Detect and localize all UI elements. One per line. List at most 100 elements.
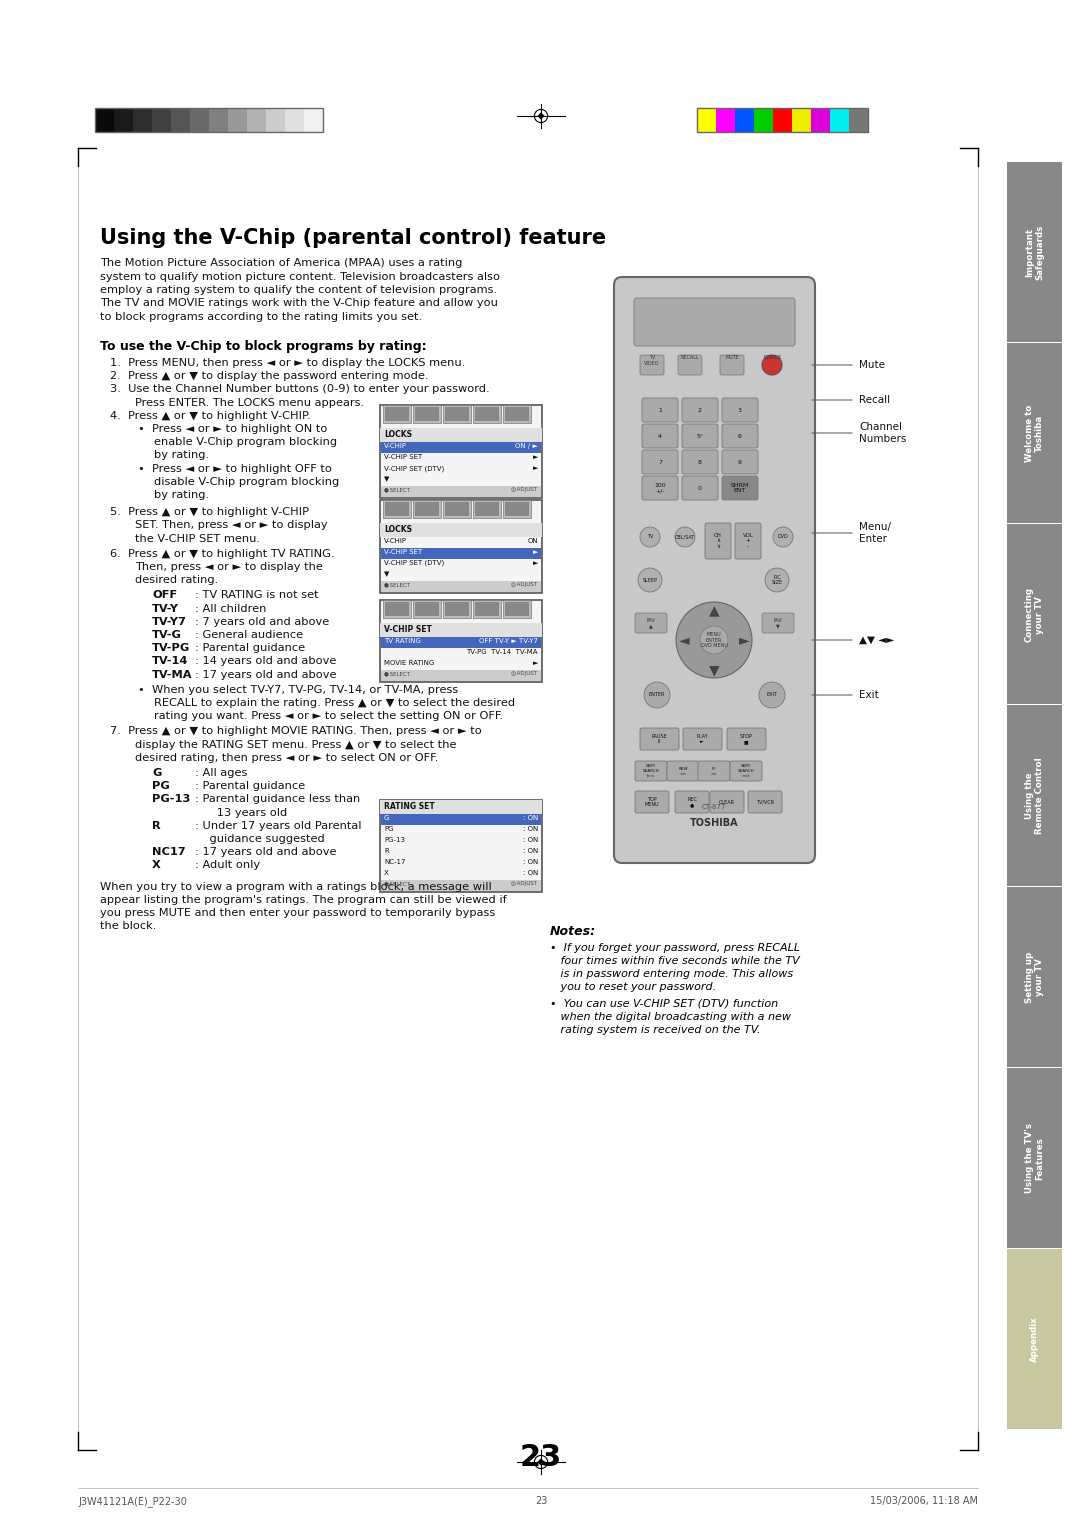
- Circle shape: [644, 681, 670, 707]
- FancyBboxPatch shape: [727, 729, 766, 750]
- Text: ▼: ▼: [384, 476, 390, 482]
- Text: : ON: : ON: [523, 848, 538, 854]
- Text: G: G: [384, 814, 390, 821]
- Circle shape: [765, 568, 789, 592]
- Text: : Under 17 years old Parental: : Under 17 years old Parental: [195, 821, 362, 831]
- Bar: [380, 600, 542, 681]
- Bar: [697, 109, 716, 132]
- Text: TV
VIDEO: TV VIDEO: [645, 355, 660, 366]
- Text: ◎:ADJUST: ◎:ADJUST: [511, 487, 538, 491]
- Text: guidance suggested: guidance suggested: [195, 834, 325, 844]
- Bar: [473, 501, 501, 517]
- Text: 5°: 5°: [697, 433, 703, 438]
- Text: ▲: ▲: [708, 603, 719, 617]
- Text: SET. Then, press ◄ or ► to display: SET. Then, press ◄ or ► to display: [135, 521, 327, 530]
- Bar: [1007, 343, 1062, 524]
- Text: Important
Safeguards: Important Safeguards: [1025, 225, 1044, 280]
- Text: Mute: Mute: [859, 360, 885, 371]
- Text: FAV
▲: FAV ▲: [647, 617, 656, 628]
- Text: Using the
Remote Control: Using the Remote Control: [1025, 758, 1044, 834]
- Text: •  Press ◄ or ► to highlight OFF to: • Press ◄ or ► to highlight OFF to: [138, 464, 332, 473]
- Text: V-CHIP: V-CHIP: [384, 537, 407, 544]
- Text: : Parental guidance: : Parental guidance: [195, 781, 306, 792]
- FancyBboxPatch shape: [762, 612, 794, 632]
- Text: TV-PG  TV-14  TV-MA: TV-PG TV-14 TV-MA: [467, 649, 538, 655]
- FancyBboxPatch shape: [720, 355, 744, 375]
- Bar: [773, 109, 792, 132]
- FancyBboxPatch shape: [642, 398, 678, 423]
- FancyBboxPatch shape: [635, 761, 667, 781]
- Bar: [1007, 1067, 1062, 1249]
- Text: The Motion Picture Association of America (MPAA) uses a rating: The Motion Picture Association of Americ…: [100, 259, 462, 268]
- Text: 3.  Use the Channel Number buttons (0-9) to enter your password.: 3. Use the Channel Number buttons (0-9) …: [110, 384, 489, 395]
- Circle shape: [676, 602, 752, 678]
- Text: SLEEP: SLEEP: [643, 577, 658, 582]
- Bar: [381, 671, 541, 681]
- Text: TV-MA: TV-MA: [152, 669, 192, 680]
- Text: ENTER: ENTER: [649, 692, 665, 698]
- Bar: [381, 637, 541, 648]
- Text: the block.: the block.: [100, 922, 157, 931]
- Bar: [503, 406, 531, 423]
- Text: Channel
Numbers: Channel Numbers: [859, 423, 906, 444]
- Circle shape: [700, 626, 728, 654]
- Text: : ON: : ON: [523, 870, 538, 876]
- Bar: [1007, 886, 1062, 1067]
- Text: •  You can use V-CHIP SET (DTV) function: • You can use V-CHIP SET (DTV) function: [550, 1000, 778, 1009]
- Bar: [383, 406, 411, 423]
- Text: Welcome to
Toshiba: Welcome to Toshiba: [1025, 406, 1044, 462]
- Text: ◄: ◄: [678, 632, 689, 648]
- Text: 0: 0: [698, 485, 702, 490]
- Text: : ON: : ON: [523, 837, 538, 844]
- Text: SHRM
ENT: SHRM ENT: [731, 482, 750, 493]
- Text: when the digital broadcasting with a new: when the digital broadcasting with a new: [550, 1012, 791, 1023]
- Text: PAUSE
II: PAUSE II: [651, 733, 666, 744]
- Bar: [413, 600, 441, 619]
- FancyBboxPatch shape: [635, 792, 669, 813]
- Text: PG-13: PG-13: [384, 837, 405, 844]
- Text: ►: ►: [532, 455, 538, 459]
- Bar: [381, 814, 541, 825]
- Bar: [380, 524, 542, 537]
- Text: TV-G: TV-G: [152, 629, 181, 640]
- Text: Using the TV's
Features: Using the TV's Features: [1025, 1124, 1044, 1193]
- FancyBboxPatch shape: [667, 761, 699, 781]
- Bar: [384, 602, 409, 615]
- Text: Exit: Exit: [859, 690, 879, 700]
- FancyBboxPatch shape: [635, 612, 667, 632]
- Bar: [505, 502, 529, 516]
- Text: V-CHIP SET: V-CHIP SET: [384, 550, 422, 556]
- Bar: [475, 602, 499, 615]
- Circle shape: [773, 527, 793, 547]
- Bar: [133, 109, 152, 132]
- Text: TV: TV: [647, 534, 653, 539]
- Text: TV/VCR: TV/VCR: [756, 799, 774, 804]
- Circle shape: [759, 681, 785, 707]
- Bar: [1007, 1249, 1062, 1430]
- FancyBboxPatch shape: [640, 729, 679, 750]
- Text: FAV
▼: FAV ▼: [773, 617, 782, 628]
- Text: PG: PG: [384, 827, 393, 831]
- Bar: [210, 109, 228, 132]
- FancyBboxPatch shape: [640, 355, 664, 375]
- Bar: [1007, 162, 1062, 343]
- Bar: [475, 407, 499, 421]
- Bar: [190, 109, 210, 132]
- Text: SKIP/
SEARCH
>>|: SKIP/ SEARCH >>|: [738, 764, 754, 778]
- Bar: [383, 600, 411, 619]
- Text: : ON: : ON: [523, 859, 538, 865]
- FancyBboxPatch shape: [730, 761, 762, 781]
- Text: TV-14: TV-14: [152, 657, 188, 666]
- Text: MUTE: MUTE: [725, 355, 739, 360]
- Text: : 17 years old and above: : 17 years old and above: [195, 669, 337, 680]
- Text: •  Press ◄ or ► to highlight ON to: • Press ◄ or ► to highlight ON to: [138, 424, 327, 433]
- Bar: [413, 406, 441, 423]
- Bar: [473, 406, 501, 423]
- Text: Connecting
your TV: Connecting your TV: [1025, 588, 1044, 643]
- Bar: [380, 801, 542, 814]
- Text: ►: ►: [532, 560, 538, 566]
- Text: NC-17: NC-17: [384, 859, 405, 865]
- Text: Press ENTER. The LOCKS menu appears.: Press ENTER. The LOCKS menu appears.: [135, 398, 364, 407]
- Text: 100
+/-: 100 +/-: [654, 482, 665, 493]
- Text: TV-PG: TV-PG: [152, 643, 190, 654]
